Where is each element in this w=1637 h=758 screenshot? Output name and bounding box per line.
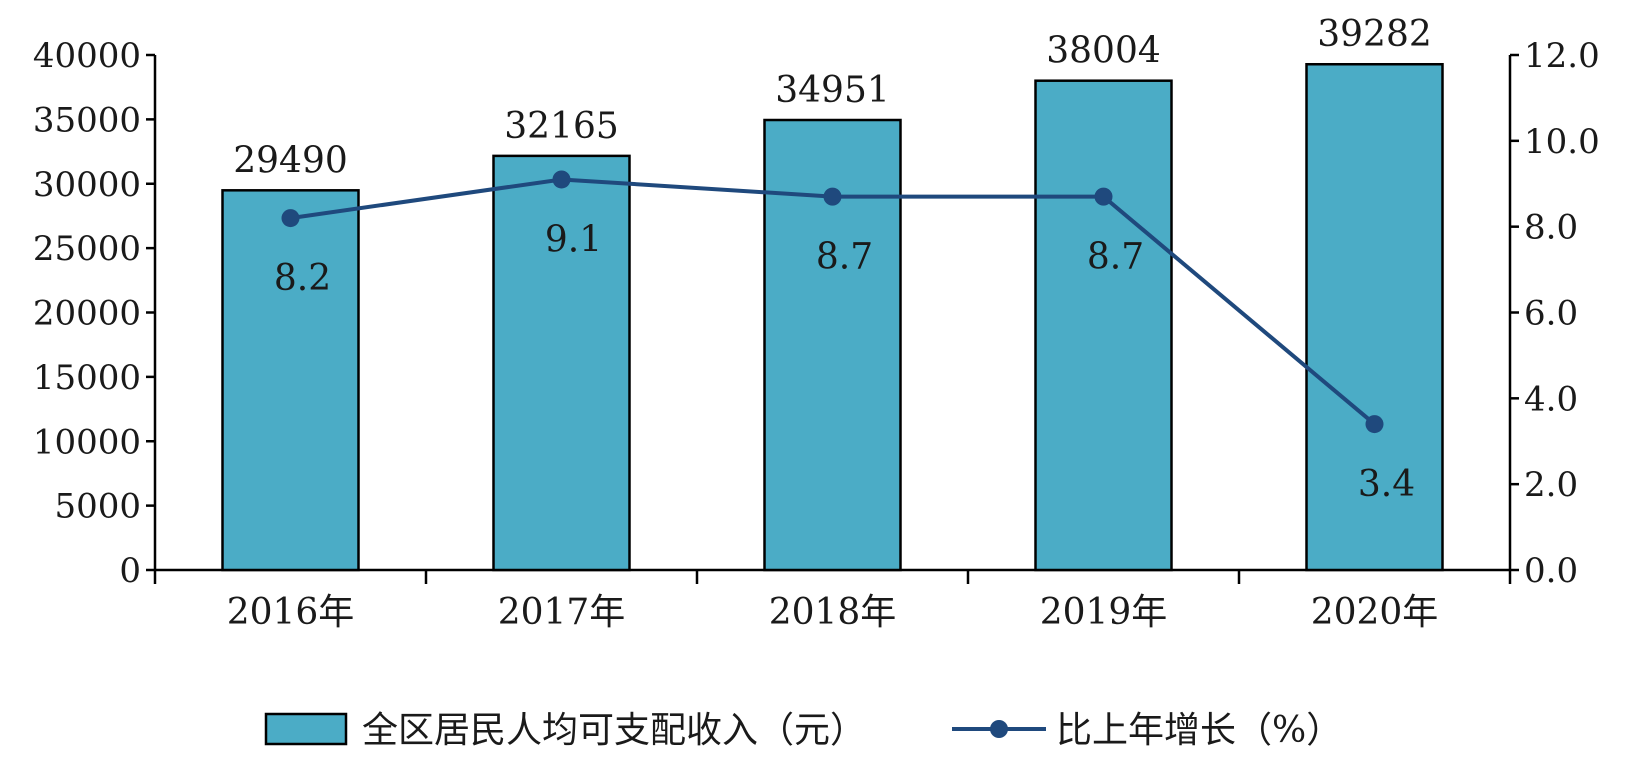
y-left-tick-label: 40000 xyxy=(33,36,141,76)
x-tick-label: 2018年 xyxy=(769,592,897,633)
x-tick-label: 2017年 xyxy=(498,592,626,633)
y-left-tick-label: 0 xyxy=(119,551,141,591)
line-point xyxy=(1094,187,1113,206)
y-right-tick-label: 8.0 xyxy=(1524,208,1578,248)
line-point xyxy=(823,187,842,206)
y-left-tick-label: 30000 xyxy=(33,165,141,205)
y-left-tick-label: 15000 xyxy=(33,358,141,398)
bar-series: 29490 32165 34951 38004 39282 xyxy=(221,14,1444,572)
y-left-tick-label: 10000 xyxy=(33,422,141,462)
y-left-tick-label: 5000 xyxy=(54,487,141,527)
bar-data-label: 32165 xyxy=(504,106,619,147)
y-left-tick-label: 20000 xyxy=(33,294,141,334)
y-axis-right: 0.0 2.0 4.0 6.0 8.0 10.0 12.0 xyxy=(1508,36,1600,591)
y-axis-left: 0 5000 10000 15000 20000 25000 30000 35000 40000 xyxy=(33,36,157,591)
y-left-tick-label: 35000 xyxy=(33,100,141,140)
y-right-tick-label: 2.0 xyxy=(1524,465,1578,505)
bar-data-label: 38004 xyxy=(1046,31,1161,72)
line-point xyxy=(281,209,300,228)
y-left-tick-label: 25000 xyxy=(33,229,141,269)
line-point xyxy=(1365,415,1384,434)
line-data-label: 3.4 xyxy=(1358,464,1415,505)
line-point xyxy=(552,170,571,189)
line-data-label: 8.2 xyxy=(274,258,331,299)
bar xyxy=(1305,62,1444,572)
line-data-label: 8.7 xyxy=(1087,237,1144,278)
line-data-label: 9.1 xyxy=(545,219,602,260)
x-tick-label: 2020年 xyxy=(1311,592,1439,633)
y-right-tick-label: 10.0 xyxy=(1524,122,1600,162)
bar xyxy=(1034,79,1173,572)
y-right-tick-label: 12.0 xyxy=(1524,36,1600,76)
legend-line-marker xyxy=(990,720,1008,738)
y-right-tick-label: 4.0 xyxy=(1524,379,1578,419)
bar xyxy=(763,118,902,572)
y-right-tick-label: 6.0 xyxy=(1524,294,1578,334)
y-right-tick-label: 0.0 xyxy=(1524,551,1578,591)
legend-line-label: 比上年增长（%） xyxy=(1056,710,1342,751)
bar-data-label: 34951 xyxy=(775,70,890,111)
bar xyxy=(221,189,360,572)
legend: 全区居民人均可支配收入（元） 比上年增长（%） xyxy=(264,710,1342,751)
bar xyxy=(492,154,631,572)
legend-bar-label: 全区居民人均可支配收入（元） xyxy=(362,710,866,751)
legend-bar-swatch xyxy=(264,712,348,746)
x-axis: 2016年 2017年 2018年 2019年 2020年 xyxy=(153,568,1512,633)
bar-data-label: 39282 xyxy=(1317,14,1432,55)
x-tick-label: 2019年 xyxy=(1040,592,1168,633)
line-data-label: 8.7 xyxy=(816,237,873,278)
x-tick-label: 2016年 xyxy=(227,592,355,633)
bar-data-label: 29490 xyxy=(233,140,348,181)
line-series: 8.2 9.1 8.7 8.7 3.4 xyxy=(274,170,1415,505)
